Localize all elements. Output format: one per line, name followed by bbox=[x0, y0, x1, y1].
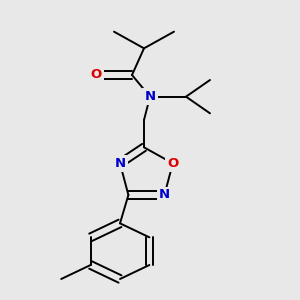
Text: O: O bbox=[167, 157, 178, 170]
Text: N: N bbox=[144, 90, 156, 103]
Text: O: O bbox=[90, 68, 102, 82]
Text: N: N bbox=[159, 188, 170, 202]
Text: N: N bbox=[114, 157, 126, 170]
